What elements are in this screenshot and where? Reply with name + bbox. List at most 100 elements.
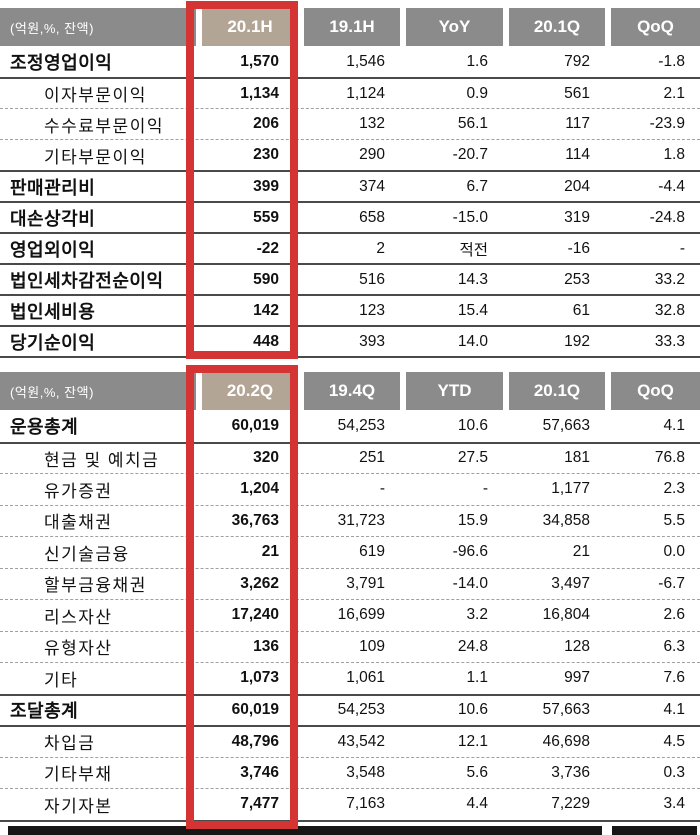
cell-value-highlighted: 60,019 [231,701,279,719]
row-label: 영업외이익 [10,239,96,260]
table-row: 리스자산 17,240 16,699 3.2 16,804 2.6 [0,599,700,631]
row-label: 신기술금융 [44,544,130,564]
cell-value-highlighted: 399 [253,177,279,195]
column-header-highlighted: 20.1H [196,8,298,46]
cell-value: 적전 [459,241,488,259]
cell-value: 374 [359,177,385,195]
column-header: YoY [400,8,503,46]
row-label: 현금 및 예치금 [44,450,160,470]
row-label: 당기순이익 [10,332,96,353]
cell-value: 54,253 [337,701,385,719]
cell-value: 1,124 [346,84,385,102]
cell-value-highlighted: 1,134 [240,84,279,102]
cell-value: -20.7 [452,146,488,163]
table-row: 조달총계 60,019 54,253 10.6 57,663 4.1 [0,693,700,725]
cell-value-highlighted: 1,570 [240,52,279,70]
column-header: 20.1Q [503,8,605,46]
column-header: YTD [400,372,503,410]
table-row: 수수료부문이익 206 132 56.1 117 -23.9 [0,108,700,139]
cell-value: 319 [564,208,590,226]
cell-value-highlighted: 230 [253,146,279,163]
cell-value-highlighted: 21 [261,543,279,561]
row-label: 자기자본 [44,796,113,816]
cell-value: 57,663 [542,701,590,719]
row-label: 조달총계 [10,701,79,722]
cell-value-highlighted: 3,262 [240,574,279,592]
cell-value-highlighted: 136 [253,637,279,655]
table-row: 영업외이익 -22 2 적전 -16 - [0,232,700,263]
row-label: 대출채권 [44,513,113,533]
table-row: 이자부문이익 1,134 1,124 0.9 561 2.1 [0,77,700,108]
table-row: 판매관리비 399 374 6.7 204 -4.4 [0,170,700,201]
table-row: 대손상각비 559 658 -15.0 319 -24.8 [0,201,700,232]
table-row: 유가증권 1,204 - - 1,177 2.3 [0,473,700,505]
cell-value: 21 [572,543,590,561]
cell-value-highlighted: 60,019 [231,416,279,434]
cell-value: 997 [564,669,590,687]
cell-value: 31,723 [337,511,385,529]
cell-value-highlighted: 448 [253,332,279,350]
cell-value: 15.4 [457,301,488,319]
table-row: 기타 1,073 1,061 1.1 997 7.6 [0,662,700,694]
unit-label: (억원,%, 잔액) [0,8,196,46]
cell-value: 4.1 [663,416,685,434]
cell-value: 16,699 [337,606,385,624]
cell-value: 76.8 [654,449,685,467]
cell-value: 4.1 [663,701,685,719]
row-label: 기타 [44,670,79,690]
table-header-row: (억원,%, 잔액) 20.1H 19.1H YoY 20.1Q QoQ [0,8,700,46]
table-row: 유형자산 136 109 24.8 128 6.3 [0,630,700,662]
cell-value-highlighted: 17,240 [231,606,279,624]
cell-value: 792 [564,52,590,70]
cell-value: 54,253 [337,416,385,434]
cell-value-highlighted: 142 [253,301,279,319]
cell-value: 5.5 [663,511,685,529]
cell-value-highlighted: 36,763 [231,511,279,529]
cell-value: 181 [564,449,590,467]
cell-value: 56.1 [457,115,488,132]
cell-value: 123 [359,301,385,319]
row-label: 조정영업이익 [10,52,113,73]
cell-value: 46,698 [542,732,590,750]
cell-value: 3,497 [551,574,590,592]
cell-value: 10.6 [457,701,488,719]
row-label: 이자부문이익 [44,86,147,105]
row-label: 수수료부문이익 [44,116,164,136]
cell-value: 658 [359,208,385,226]
row-label: 법인세비용 [10,301,96,322]
cell-value: 5.6 [466,763,488,781]
cell-value: 32.8 [654,301,685,319]
cell-value: 2.3 [663,480,685,498]
next-section-bar [8,826,602,835]
row-label: 유가증권 [44,481,113,501]
cell-value: 561 [564,84,590,102]
table-row: 기타부채 3,746 3,548 5.6 3,736 0.3 [0,756,700,788]
cell-value: 253 [564,270,590,288]
cell-value: - [482,480,488,498]
cell-value-highlighted: 559 [253,208,279,226]
table-row: 법인세비용 142 123 15.4 61 32.8 [0,294,700,325]
cell-value: 6.3 [663,637,685,655]
cell-value: 43,542 [337,732,385,750]
cell-value: 128 [564,637,590,655]
row-label: 리스자산 [44,607,113,627]
row-label: 법인세차감전순이익 [10,270,164,291]
cell-value: 290 [359,146,385,163]
column-header: QoQ [605,372,700,410]
row-label: 기타부채 [44,765,113,785]
cell-value-highlighted: 206 [253,115,279,132]
cell-value: -24.8 [649,208,685,226]
cell-value: 57,663 [542,416,590,434]
cell-value: 3,791 [346,574,385,592]
cell-value: -96.6 [452,543,488,561]
cell-value: 34,858 [542,511,590,529]
cell-value: 619 [359,543,385,561]
cell-value: 16,804 [542,606,590,624]
cell-value-highlighted: 590 [253,270,279,288]
table-row: 차입금 48,796 43,542 12.1 46,698 4.5 [0,725,700,757]
cell-value: 27.5 [457,449,488,467]
cell-value: -1.8 [658,52,685,70]
cell-value-highlighted: 7,477 [240,795,279,813]
cell-value: 7.6 [663,669,685,687]
